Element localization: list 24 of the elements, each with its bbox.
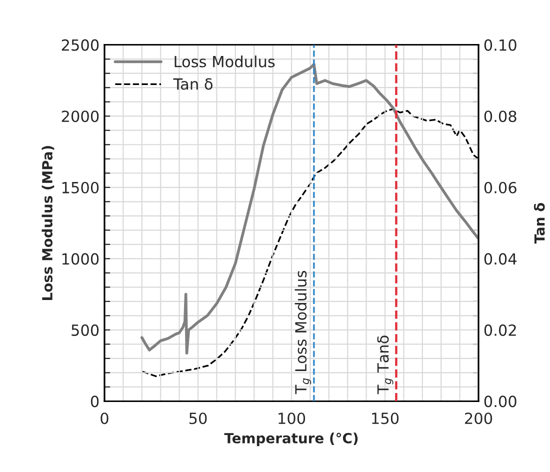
y-tick-label: 0: [90, 396, 99, 408]
x-tick-label: 50: [189, 412, 207, 424]
x-tick-label: 150: [372, 412, 399, 424]
y2-tick-label: 0.00: [484, 396, 516, 408]
y2-tick-label: 0.04: [484, 253, 517, 265]
legend-label: Tan δ: [173, 78, 212, 90]
ref-line-label: T$_{g}$ Tanδ: [377, 336, 394, 394]
ref-line-label: T$_{g}$ Loss Modulus: [294, 270, 312, 394]
y2-tick-label: 0.08: [484, 110, 516, 122]
y2-axis-title: Tan δ: [534, 202, 545, 244]
y-tick-label: 1500: [62, 182, 99, 194]
y-tick-label: 2500: [62, 39, 99, 51]
y2-tick-label: 0.06: [484, 182, 516, 194]
y-tick-label: 1000: [62, 253, 99, 265]
x-tick-label: 200: [465, 412, 492, 424]
y-axis-title: Loss Modulus (MPa): [42, 146, 54, 300]
y2-tick-label: 0.02: [484, 324, 516, 336]
y2-tick-label: 0.10: [484, 39, 516, 51]
x-axis-title: Temperature (°C): [224, 432, 358, 446]
x-tick-label: 0: [100, 412, 108, 424]
y-tick-label: 500: [72, 324, 99, 336]
y-tick-label: 2000: [62, 110, 99, 122]
x-tick-label: 100: [278, 412, 306, 424]
legend-label: Loss Modulus: [174, 56, 275, 68]
